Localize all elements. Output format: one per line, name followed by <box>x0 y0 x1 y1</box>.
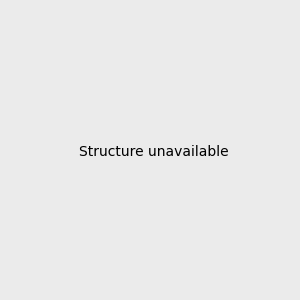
Text: Structure unavailable: Structure unavailable <box>79 145 229 158</box>
